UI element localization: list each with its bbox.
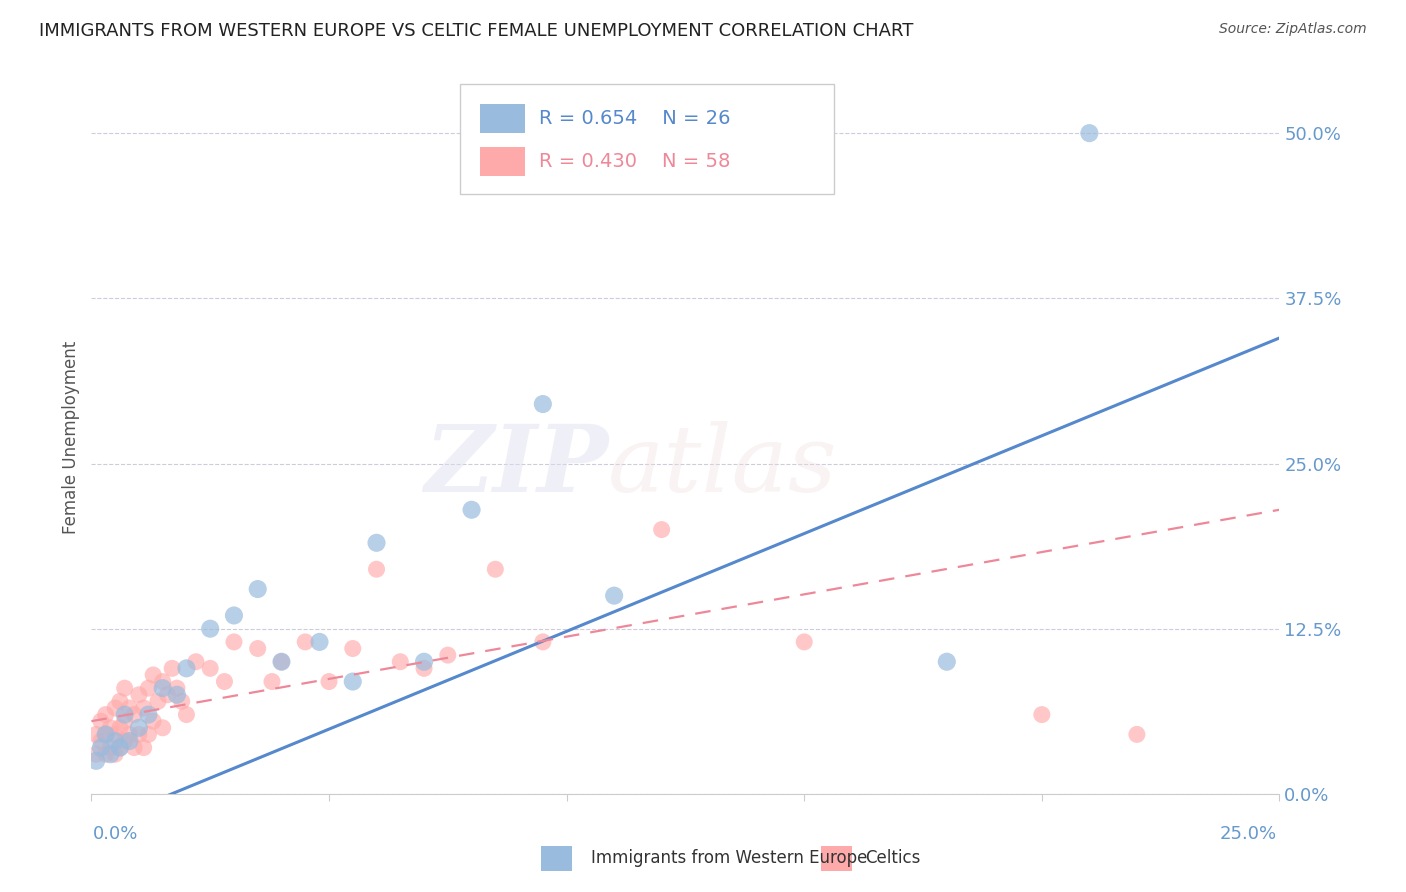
Point: [118, 727, 141, 741]
Point: [389, 655, 412, 669]
Point: [160, 661, 183, 675]
Point: [108, 721, 131, 735]
Text: R = 0.430    N = 58: R = 0.430 N = 58: [540, 153, 731, 171]
Point: [100, 740, 122, 755]
Point: [84, 754, 107, 768]
Point: [413, 661, 436, 675]
Text: 0.0%: 0.0%: [93, 825, 138, 843]
Point: [436, 648, 458, 662]
Point: [793, 635, 815, 649]
Point: [104, 727, 127, 741]
Point: [100, 747, 122, 762]
Point: [294, 635, 316, 649]
Y-axis label: Female Unemployment: Female Unemployment: [62, 341, 80, 533]
Point: [108, 740, 131, 755]
Point: [246, 641, 269, 656]
Point: [156, 688, 179, 702]
Point: [176, 707, 198, 722]
Point: [270, 655, 292, 669]
Point: [176, 661, 198, 675]
Point: [270, 655, 292, 669]
Point: [413, 655, 436, 669]
Point: [366, 536, 388, 550]
Point: [222, 608, 245, 623]
FancyBboxPatch shape: [460, 84, 834, 194]
Point: [308, 635, 330, 649]
Point: [84, 727, 107, 741]
FancyBboxPatch shape: [479, 147, 524, 177]
Point: [152, 681, 174, 695]
Point: [114, 707, 136, 722]
Text: R = 0.654    N = 26: R = 0.654 N = 26: [540, 109, 731, 128]
Point: [114, 714, 136, 729]
Point: [118, 734, 141, 748]
Point: [104, 747, 127, 762]
Point: [152, 721, 174, 735]
Point: [94, 727, 117, 741]
Point: [132, 701, 155, 715]
Point: [138, 707, 160, 722]
Point: [94, 727, 117, 741]
Text: Immigrants from Western Europe: Immigrants from Western Europe: [591, 849, 868, 867]
Point: [90, 740, 112, 755]
Point: [170, 694, 193, 708]
Text: Celtics: Celtics: [865, 849, 920, 867]
Point: [484, 562, 506, 576]
Point: [342, 641, 364, 656]
Point: [142, 714, 165, 729]
Point: [114, 734, 136, 748]
Point: [132, 740, 155, 755]
Point: [184, 655, 207, 669]
Text: IMMIGRANTS FROM WESTERN EUROPE VS CELTIC FEMALE UNEMPLOYMENT CORRELATION CHART: IMMIGRANTS FROM WESTERN EUROPE VS CELTIC…: [39, 22, 914, 40]
Point: [460, 502, 482, 516]
Point: [138, 681, 160, 695]
Point: [166, 681, 188, 695]
Point: [260, 674, 283, 689]
Text: Source: ZipAtlas.com: Source: ZipAtlas.com: [1219, 22, 1367, 37]
Point: [146, 694, 169, 708]
Point: [318, 674, 340, 689]
Point: [104, 734, 127, 748]
Point: [122, 740, 145, 755]
Point: [166, 688, 188, 702]
Point: [90, 734, 112, 748]
Point: [84, 747, 107, 762]
Point: [935, 655, 957, 669]
Point: [128, 727, 150, 741]
Point: [342, 674, 364, 689]
Point: [100, 721, 122, 735]
Text: atlas: atlas: [609, 421, 838, 510]
Point: [200, 661, 222, 675]
Point: [94, 747, 117, 762]
Point: [138, 727, 160, 741]
Point: [108, 740, 131, 755]
Point: [152, 674, 174, 689]
Point: [104, 701, 127, 715]
Point: [118, 701, 141, 715]
Point: [1078, 126, 1101, 140]
Point: [603, 589, 626, 603]
Point: [128, 721, 150, 735]
Point: [114, 681, 136, 695]
FancyBboxPatch shape: [479, 104, 524, 133]
Point: [531, 635, 554, 649]
Point: [94, 707, 117, 722]
Point: [366, 562, 388, 576]
Text: ZIP: ZIP: [425, 421, 609, 510]
Text: 25.0%: 25.0%: [1219, 825, 1277, 843]
Point: [142, 668, 165, 682]
Point: [90, 714, 112, 729]
Point: [122, 707, 145, 722]
Point: [214, 674, 236, 689]
Point: [128, 688, 150, 702]
Point: [200, 622, 222, 636]
Point: [1031, 707, 1053, 722]
Point: [108, 694, 131, 708]
Point: [246, 582, 269, 596]
Point: [651, 523, 673, 537]
Point: [531, 397, 554, 411]
Point: [1126, 727, 1149, 741]
Point: [222, 635, 245, 649]
